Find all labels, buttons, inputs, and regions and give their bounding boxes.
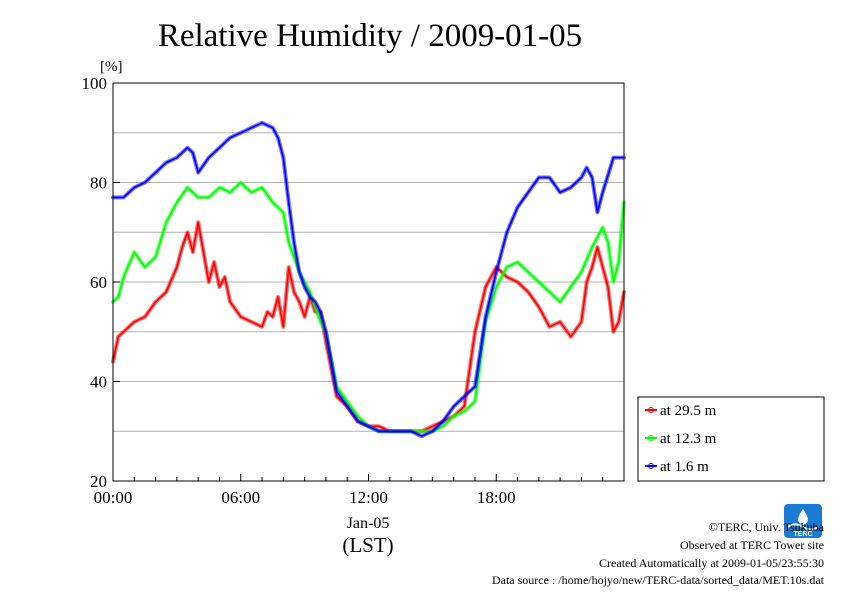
footer-source: Data source : /home/hojyo/new/TERC-data/… <box>492 573 825 587</box>
footer-created: Created Automatically at 2009-01-05/23:5… <box>599 556 824 570</box>
series-band-2 <box>111 180 626 434</box>
legend-label: at 29.5 m <box>660 403 717 419</box>
series-band-3 <box>111 120 626 439</box>
footer-copyright: ©TERC, Univ. Tsukuba <box>709 520 825 534</box>
series-line-2 <box>112 181 625 433</box>
x-tick-label: 18:00 <box>477 488 516 507</box>
y-tick-label: 100 <box>82 74 108 93</box>
logo-text: TERC <box>793 531 812 538</box>
x-tick-label: 00:00 <box>94 488 133 507</box>
y-tick-label: 40 <box>90 373 107 392</box>
chart-title: Relative Humidity / 2009-01-05 <box>158 18 582 54</box>
y-unit-label: [%] <box>100 59 123 75</box>
x-axis: 00:00 06:00 12:00 18:00 <box>94 474 604 507</box>
x-tick-label: 12:00 <box>349 488 388 507</box>
series-layer <box>111 120 626 439</box>
legend: at 29.5 m at 12.3 m at 1.6 m <box>637 396 825 482</box>
y-tick-label: 20 <box>90 472 107 491</box>
x-axis-label: (LST) <box>342 533 393 557</box>
footer-observed: Observed at TERC Tower site <box>680 538 824 552</box>
y-axis: 20 40 60 80 100 <box>82 74 120 491</box>
logo-wave-icon <box>787 523 819 531</box>
logo-drop-icon <box>798 509 808 525</box>
y-tick-label: 60 <box>90 273 107 292</box>
legend-label: at 1.6 m <box>660 459 709 475</box>
legend-marker <box>648 407 654 413</box>
legend-label: at 12.3 m <box>660 431 717 447</box>
terc-logo: TERC <box>784 504 822 538</box>
legend-box <box>637 396 825 482</box>
x-date-label: Jan-05 <box>347 515 390 532</box>
legend-marker <box>648 435 654 441</box>
legend-marker <box>648 463 654 469</box>
y-tick-label: 80 <box>90 174 107 193</box>
x-tick-label: 06:00 <box>221 488 260 507</box>
series-band-1 <box>111 220 626 434</box>
series-line-3 <box>113 122 624 438</box>
